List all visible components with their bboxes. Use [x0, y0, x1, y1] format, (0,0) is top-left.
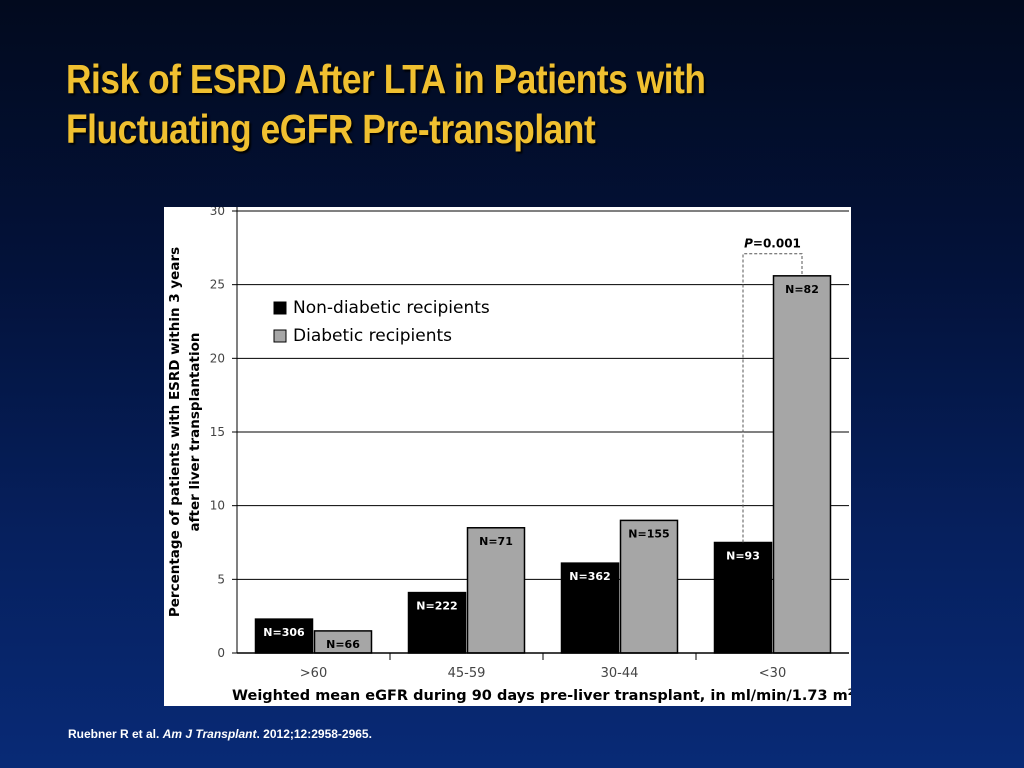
- bar-non-diabetic-3: [713, 541, 773, 654]
- y-tick-label: 5: [217, 572, 225, 586]
- bar-data-label: N=93: [726, 550, 760, 563]
- bar-non-diabetic-1: [407, 591, 467, 654]
- y-tick-label: 0: [217, 646, 225, 660]
- legend-swatch-non-diabetic: [273, 301, 287, 315]
- slide-title-line-1: Risk of ESRD After LTA in Patients with: [66, 56, 706, 102]
- x-axis-title: Weighted mean eGFR during 90 days pre-li…: [232, 688, 851, 704]
- bar-non-diabetic-2: [560, 562, 620, 654]
- bar-diabetic-3: [772, 275, 832, 654]
- citation-journal: Am J Transplant: [162, 727, 257, 741]
- citation-authors: Ruebner R et al.: [68, 727, 160, 741]
- bar-data-label: N=306: [263, 626, 305, 639]
- x-tick-label: 45-59: [448, 666, 486, 681]
- y-tick-label: 30: [210, 207, 225, 218]
- x-tick-label: 30-44: [601, 666, 639, 681]
- y-axis-title-line-2: after liver transplantation: [187, 333, 203, 532]
- y-tick-label: 15: [210, 425, 225, 439]
- citation: Ruebner R et al. Am J Transplant. 2012;1…: [68, 727, 372, 741]
- chart-panel: 0 5 10 15 20 25 30 >60 45-59 30-44 <30 N=306 N=222 N=…: [164, 207, 851, 706]
- y-axis-title-line-1: Percentage of patients with ESRD within …: [167, 247, 183, 617]
- bar-data-label: N=82: [785, 283, 819, 296]
- x-tick-label: <30: [759, 666, 786, 681]
- bar-data-label: N=66: [326, 638, 360, 651]
- legend-swatch-diabetic: [273, 329, 287, 343]
- y-tick-label: 10: [210, 499, 225, 513]
- bar-chart: 0 5 10 15 20 25 30 >60 45-59 30-44 <30 N=306 N=222 N=…: [167, 207, 851, 704]
- bar-data-label: N=222: [416, 600, 457, 613]
- x-tick-label: >60: [300, 666, 327, 681]
- legend-label-diabetic: Diabetic recipients: [293, 326, 452, 346]
- y-tick-label: 20: [210, 351, 225, 365]
- slide-title: Risk of ESRD After LTA in Patients with …: [66, 54, 840, 154]
- bar-non-diabetic-0: [254, 618, 314, 654]
- bar-data-label: N=71: [479, 535, 513, 548]
- bar-data-label: N=155: [628, 527, 669, 540]
- bar-diabetic-1: [466, 527, 526, 654]
- p-value-annotation: P=0.001: [744, 237, 801, 251]
- slide-title-line-2: Fluctuating eGFR Pre-transplant: [66, 106, 596, 152]
- citation-details: . 2012;12:2958-2965.: [256, 727, 372, 741]
- legend-label-non-diabetic: Non-diabetic recipients: [293, 298, 490, 318]
- y-tick-label: 25: [210, 278, 225, 292]
- bar-data-label: N=362: [569, 570, 610, 583]
